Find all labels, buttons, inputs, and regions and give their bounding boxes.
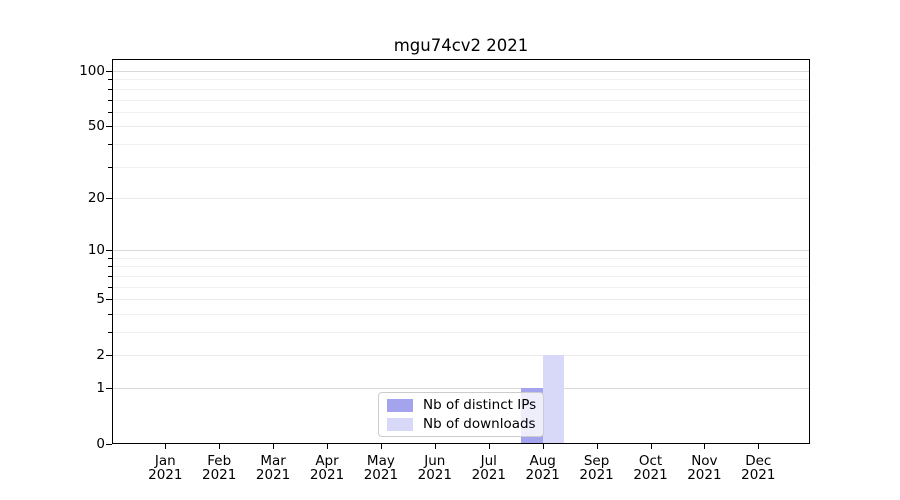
x-tick-label: Sep 2021 xyxy=(579,453,614,483)
minor-gridline xyxy=(112,111,810,113)
plot-area xyxy=(112,59,810,444)
minor-gridline xyxy=(112,99,810,101)
x-tick-label: Dec 2021 xyxy=(741,453,776,483)
legend-swatch-downloads xyxy=(387,417,413,431)
minor-gridline xyxy=(112,286,810,288)
legend: Nb of distinct IPs Nb of downloads xyxy=(378,392,544,437)
y-tick xyxy=(106,444,112,445)
x-tick xyxy=(704,444,706,449)
x-tick xyxy=(327,444,328,449)
legend-label-distinct-ips: Nb of distinct IPs xyxy=(423,396,537,413)
y-tick xyxy=(106,250,112,252)
y-tick xyxy=(106,126,112,128)
y-minor-tick xyxy=(108,166,112,168)
y-tick-label: 1 xyxy=(96,380,105,396)
x-tick xyxy=(219,444,221,449)
x-tick-label: Jun 2021 xyxy=(417,453,452,483)
y-minor-tick xyxy=(108,332,112,333)
minor-gridline xyxy=(112,332,810,333)
y-tick xyxy=(106,299,112,301)
y-minor-tick xyxy=(108,257,112,259)
y-tick xyxy=(106,71,112,72)
x-tick-label: Apr 2021 xyxy=(309,453,345,483)
minor-gridline xyxy=(112,79,810,81)
x-tick xyxy=(542,444,544,449)
y-tick-label: 20 xyxy=(87,189,105,206)
minor-gridline xyxy=(112,257,810,259)
y-minor-tick xyxy=(108,266,112,268)
y-minor-tick xyxy=(108,88,112,90)
y-tick xyxy=(106,197,112,199)
y-minor-tick xyxy=(108,79,112,81)
x-tick xyxy=(596,444,598,449)
x-tick xyxy=(650,444,652,449)
y-minor-tick xyxy=(108,275,112,277)
y-tick xyxy=(106,388,112,389)
x-tick xyxy=(488,444,490,449)
x-tick-label: Jul 2021 xyxy=(471,453,506,483)
gridline xyxy=(112,197,810,199)
x-tick-label: Feb 2021 xyxy=(202,453,237,483)
legend-row-distinct-ips: Nb of distinct IPs xyxy=(387,396,543,413)
x-tick xyxy=(434,444,436,449)
x-tick-label: Oct 2021 xyxy=(633,453,668,483)
legend-row-downloads: Nb of downloads xyxy=(387,415,543,432)
y-tick-label: 100 xyxy=(79,63,105,79)
minor-gridline xyxy=(112,166,810,168)
x-tick-label: Jan 2021 xyxy=(148,453,183,483)
minor-gridline xyxy=(112,275,810,277)
minor-gridline xyxy=(112,266,810,268)
y-tick-label: 50 xyxy=(87,118,105,135)
x-tick xyxy=(165,444,167,449)
y-tick-label: 10 xyxy=(87,242,105,259)
minor-gridline xyxy=(112,313,810,315)
x-tick-label: May 2021 xyxy=(363,453,399,483)
minor-gridline xyxy=(112,143,810,145)
x-tick xyxy=(273,444,275,449)
y-minor-tick xyxy=(108,143,112,145)
y-tick-label: 0 xyxy=(96,436,105,452)
y-tick-label: 5 xyxy=(96,291,105,308)
gridline xyxy=(112,388,810,389)
gridline xyxy=(112,126,810,128)
x-tick xyxy=(380,444,382,449)
x-tick-label: Mar 2021 xyxy=(255,453,291,483)
gridline xyxy=(112,250,810,252)
gridline xyxy=(112,355,810,357)
chart-title: mgu74cv2 2021 xyxy=(393,36,529,55)
y-minor-tick xyxy=(108,99,112,101)
bar-downloads xyxy=(542,355,565,444)
legend-label-downloads: Nb of downloads xyxy=(423,415,536,432)
y-tick-label: 2 xyxy=(96,347,105,364)
y-minor-tick xyxy=(108,313,112,315)
x-tick xyxy=(758,444,760,449)
gridline xyxy=(112,299,810,301)
y-tick xyxy=(106,355,112,357)
y-minor-tick xyxy=(108,286,112,288)
x-tick-label: Aug 2021 xyxy=(525,453,560,483)
y-minor-tick xyxy=(108,111,112,113)
legend-swatch-distinct-ips xyxy=(387,398,413,412)
x-tick-label: Nov 2021 xyxy=(687,453,722,483)
minor-gridline xyxy=(112,88,810,90)
gridline xyxy=(112,71,810,72)
